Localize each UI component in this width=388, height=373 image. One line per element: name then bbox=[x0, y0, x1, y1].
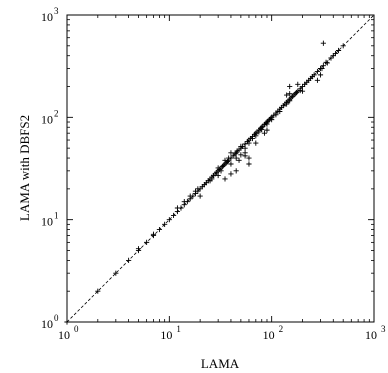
data-point bbox=[170, 212, 177, 219]
data-point bbox=[311, 72, 317, 78]
y-tick-exponent: 0 bbox=[54, 313, 59, 323]
data-point bbox=[324, 60, 330, 66]
data-point bbox=[246, 140, 252, 146]
data-point bbox=[297, 87, 303, 94]
data-point bbox=[335, 47, 342, 54]
data-point bbox=[284, 101, 290, 107]
data-point bbox=[293, 89, 300, 96]
data-point bbox=[320, 40, 326, 46]
data-point bbox=[261, 130, 268, 136]
plot-frame bbox=[66, 14, 375, 323]
data-point bbox=[162, 221, 168, 227]
data-point bbox=[221, 162, 227, 168]
data-point bbox=[218, 168, 224, 174]
data-point bbox=[166, 217, 172, 223]
y-tick-label: 10 bbox=[41, 112, 53, 126]
x-tick-label: 10 bbox=[58, 328, 70, 342]
x-tick-exponent: 2 bbox=[279, 324, 284, 334]
data-point bbox=[222, 176, 228, 182]
data-point bbox=[190, 193, 196, 199]
data-point bbox=[295, 88, 301, 94]
data-point bbox=[328, 55, 334, 61]
data-point bbox=[95, 288, 101, 294]
data-point bbox=[253, 140, 259, 146]
data-point bbox=[264, 121, 270, 127]
data-point bbox=[258, 125, 264, 131]
y-tick-label: 10 bbox=[41, 10, 53, 24]
data-point bbox=[224, 158, 231, 165]
data-point bbox=[277, 108, 283, 115]
data-point bbox=[228, 171, 234, 177]
x-tick-exponent: 3 bbox=[381, 324, 386, 334]
data-point bbox=[113, 270, 119, 276]
y-axis-label: LAMA with DBFS2 bbox=[17, 115, 32, 221]
y-tick-exponent: 1 bbox=[54, 211, 59, 221]
data-point bbox=[126, 257, 132, 263]
data-point bbox=[295, 81, 301, 87]
data-point bbox=[246, 155, 252, 161]
data-point bbox=[320, 63, 326, 69]
y-tick-exponent: 3 bbox=[54, 6, 59, 16]
data-point bbox=[340, 43, 346, 49]
data-point bbox=[299, 88, 306, 94]
y-tick-label: 10 bbox=[41, 215, 53, 229]
data-point bbox=[323, 59, 329, 65]
data-point bbox=[264, 127, 270, 133]
data-point bbox=[253, 133, 259, 139]
data-point bbox=[156, 226, 163, 233]
data-point bbox=[242, 153, 248, 159]
data-points bbox=[64, 40, 346, 325]
data-point bbox=[269, 117, 275, 123]
data-point bbox=[273, 112, 279, 118]
data-point bbox=[228, 161, 234, 167]
data-point bbox=[150, 231, 157, 237]
data-point bbox=[287, 98, 293, 104]
data-point bbox=[246, 161, 252, 167]
x-tick-exponent: 1 bbox=[176, 324, 181, 334]
data-point bbox=[236, 157, 242, 163]
x-tick-exponent: 0 bbox=[74, 324, 79, 334]
data-point bbox=[233, 155, 239, 161]
data-point bbox=[332, 50, 339, 57]
data-point bbox=[249, 135, 256, 142]
data-point bbox=[317, 72, 324, 78]
x-tick-label: 10 bbox=[160, 328, 172, 342]
data-point bbox=[287, 91, 293, 97]
x-tick-label: 10 bbox=[263, 328, 275, 342]
data-point bbox=[291, 92, 297, 98]
data-point bbox=[144, 239, 150, 245]
data-point bbox=[238, 152, 244, 158]
x-tick-label: 10 bbox=[365, 328, 377, 342]
data-point bbox=[319, 65, 325, 72]
y-tick-exponent: 2 bbox=[54, 108, 59, 118]
data-point bbox=[259, 126, 265, 133]
x-axis-label: LAMA bbox=[201, 356, 240, 371]
data-point bbox=[197, 193, 203, 199]
data-point bbox=[287, 83, 293, 90]
data-point bbox=[209, 176, 215, 182]
data-point bbox=[314, 68, 321, 75]
data-point bbox=[242, 145, 248, 151]
data-point bbox=[223, 160, 229, 166]
reference-line bbox=[66, 14, 375, 323]
data-point bbox=[314, 77, 321, 83]
data-point bbox=[256, 129, 262, 135]
data-point bbox=[233, 168, 239, 174]
data-point bbox=[228, 150, 234, 156]
data-point bbox=[215, 172, 221, 179]
data-point bbox=[184, 199, 190, 205]
y-tick-label: 10 bbox=[41, 317, 53, 331]
data-point bbox=[284, 92, 290, 98]
x-axis-ticks: 10 0 10 1 10 2 10 3 bbox=[58, 15, 386, 342]
data-point bbox=[178, 205, 184, 211]
data-point bbox=[135, 246, 142, 252]
data-point bbox=[232, 151, 238, 157]
